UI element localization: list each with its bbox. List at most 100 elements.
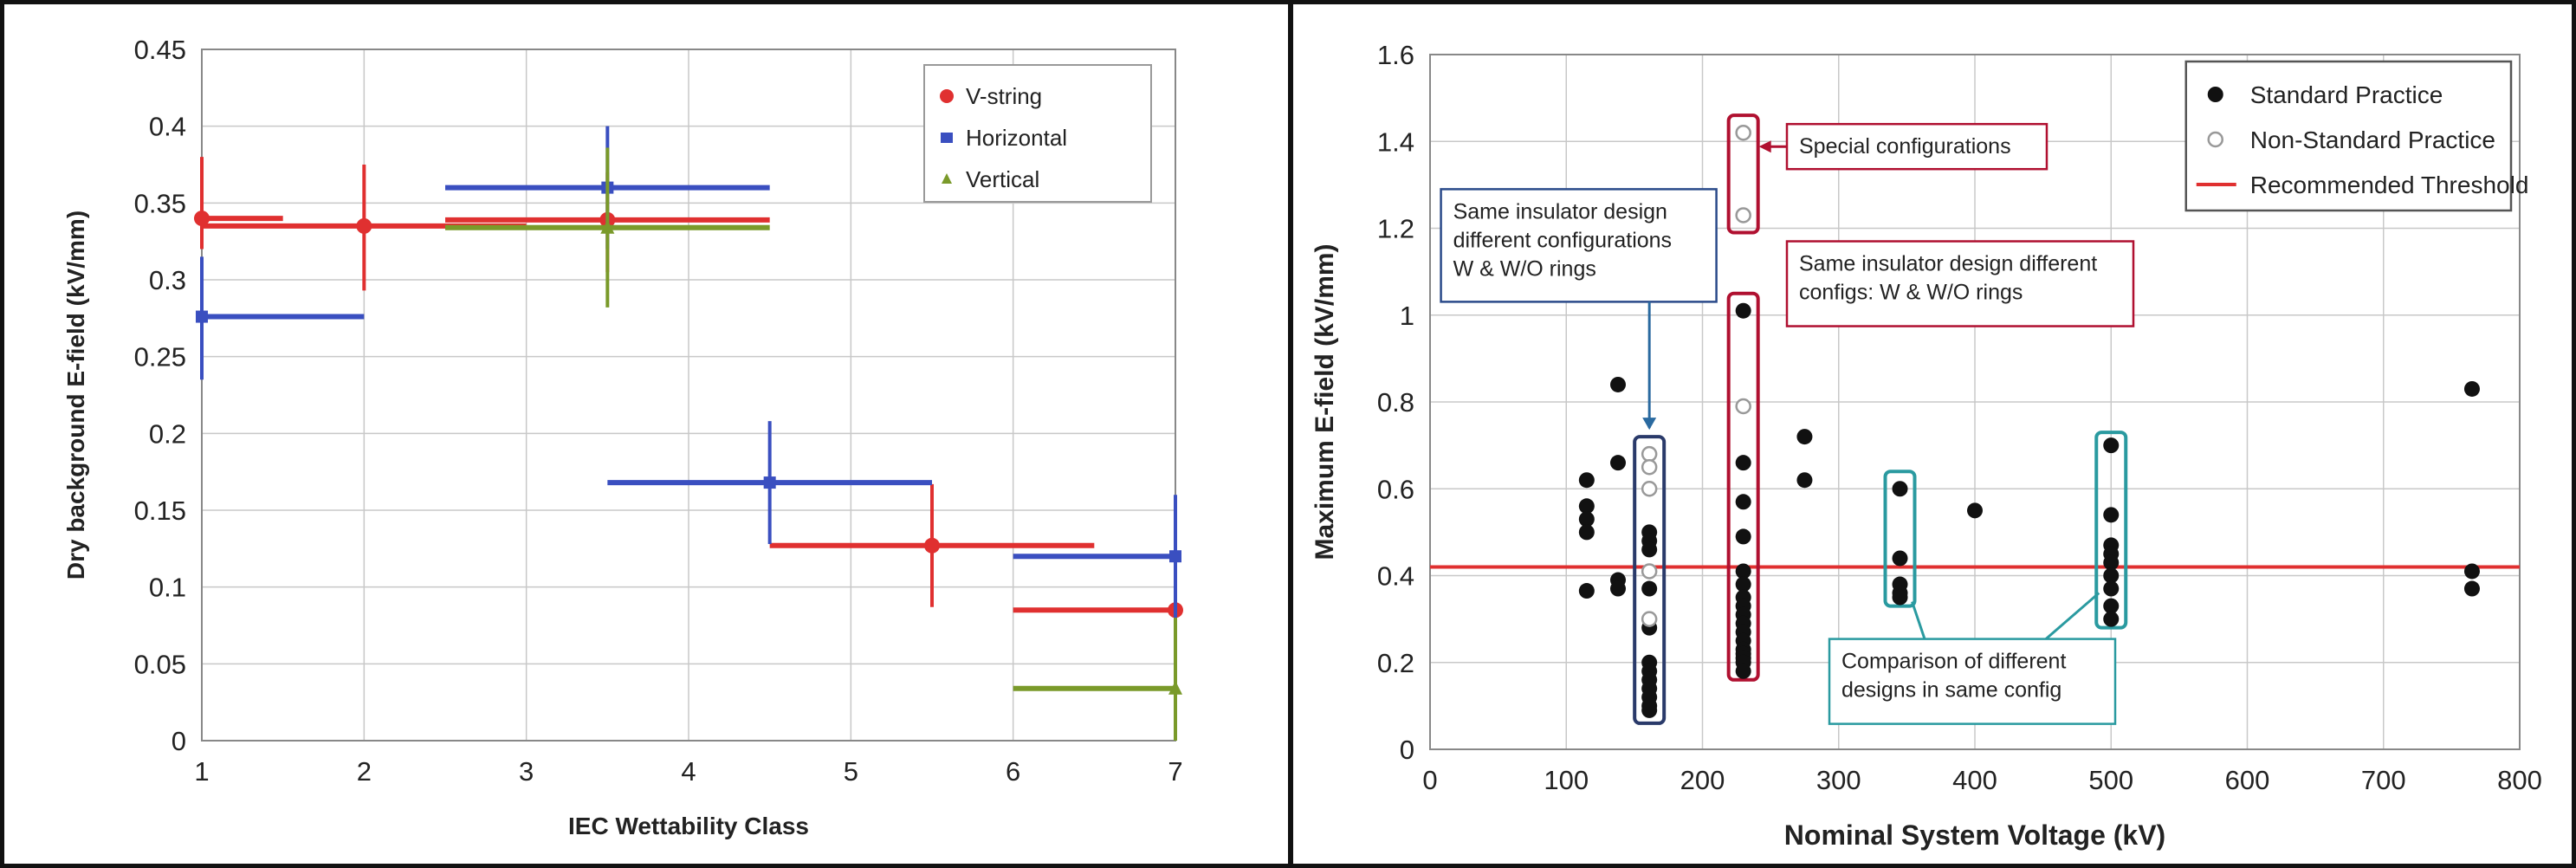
y-tick-label: 0 xyxy=(172,726,186,756)
data-point-non-standard xyxy=(1641,563,1658,580)
plot-frame xyxy=(201,49,1176,742)
data-point-non-standard xyxy=(1641,458,1658,476)
x-tick-label: 700 xyxy=(2361,765,2406,795)
data-point-non-standard xyxy=(1735,124,1751,141)
x-tick-label: 6 xyxy=(1006,756,1020,787)
y-tick-label: 0.35 xyxy=(134,188,186,218)
data-point-standard xyxy=(1735,576,1751,593)
data-point-standard xyxy=(1610,580,1627,597)
data-point-standard xyxy=(1610,455,1627,471)
data-point-standard xyxy=(1892,589,1908,606)
y-tick-label: 0.45 xyxy=(134,35,186,65)
legend-label: Horizontal xyxy=(966,125,1067,151)
callout-box xyxy=(1785,240,2135,327)
legend-label: Vertical xyxy=(966,166,1039,192)
callout-box xyxy=(1828,638,2117,725)
x-tick-label: 5 xyxy=(844,756,858,787)
data-point xyxy=(196,310,208,323)
group-box-345kv xyxy=(1883,470,1917,608)
data-point-standard xyxy=(1735,455,1751,471)
data-point-standard xyxy=(1610,376,1627,392)
callout-box xyxy=(1785,122,2049,171)
y-tick-label: 1.4 xyxy=(1377,126,1414,157)
legend-marker xyxy=(2207,87,2223,102)
wettability-chart: 1 2 3 4 5 6 7 0 0.05 0.1 0.15 0.2 0.25 0.3 0.35 0.4 0.45… xyxy=(62,35,1183,839)
x-axis-label: Nominal System Voltage (kV) xyxy=(1784,819,2165,851)
data-point-standard xyxy=(1892,481,1908,497)
data-point-non-standard xyxy=(1735,398,1751,415)
arrowhead xyxy=(1758,140,1771,153)
data-point-non-standard xyxy=(1641,445,1658,463)
legend-marker xyxy=(941,133,953,143)
callout-text: configs: W & W/O rings xyxy=(1799,281,2023,305)
y-tick-label: 0.6 xyxy=(1377,474,1414,504)
x-tick-label: 1 xyxy=(194,756,209,787)
callout-text: different configurations xyxy=(1453,228,1672,252)
callout-text: Comparison of different xyxy=(1841,650,2066,674)
data-point-standard xyxy=(1641,580,1658,597)
x-tick-label: 500 xyxy=(2088,765,2133,795)
x-tick-label: 800 xyxy=(2497,765,2542,795)
left-chart-panel: 1 2 3 4 5 6 7 0 0.05 0.1 0.15 0.2 0.25 0.3 0.35 0.4 0.45… xyxy=(0,0,1292,868)
group-box-161kv xyxy=(1633,435,1667,725)
data-point xyxy=(1168,680,1182,695)
x-tick-label: 7 xyxy=(1168,756,1182,787)
data-point-standard xyxy=(1641,541,1658,558)
data-point-standard xyxy=(1578,524,1595,541)
data-point-standard xyxy=(1578,498,1595,515)
y-tick-label: 0.4 xyxy=(1377,561,1414,592)
data-point-standard xyxy=(1578,583,1595,599)
y-tick-label: 1.6 xyxy=(1377,40,1414,70)
x-tick-label: 0 xyxy=(1422,765,1437,795)
legend-label: Non-Standard Practice xyxy=(2250,126,2495,153)
group-box-500kv xyxy=(2094,431,2128,630)
legend-label: Recommended Threshold xyxy=(2250,172,2529,198)
data-point-standard xyxy=(2103,554,2120,571)
data-point-standard xyxy=(2103,611,2120,627)
legend-marker xyxy=(940,89,954,103)
y-tick-label: 0.2 xyxy=(149,418,186,449)
data-point xyxy=(1169,550,1181,563)
data-point-standard xyxy=(1735,494,1751,510)
legend-box xyxy=(2184,60,2513,212)
x-tick-label: 2 xyxy=(357,756,372,787)
data-point-standard xyxy=(1578,472,1595,489)
x-tick-label: 200 xyxy=(1680,765,1725,795)
y-tick-label: 0.05 xyxy=(134,649,186,679)
callout-text: Special configurations xyxy=(1799,134,2011,159)
callout-comparison: Comparison of different designs in same c… xyxy=(1828,638,2117,725)
data-point-non-standard xyxy=(1641,611,1658,627)
data-point-standard xyxy=(2103,437,2120,454)
x-axis-label: IEC Wettability Class xyxy=(568,813,809,839)
callout-arrow xyxy=(2045,592,2100,640)
data-point-standard xyxy=(1641,702,1658,718)
data-point-standard xyxy=(2103,598,2120,614)
callout-text: designs in same config xyxy=(1841,678,2061,703)
data-point-standard xyxy=(1967,502,1983,519)
y-tick-label: 0.4 xyxy=(149,112,186,142)
data-point xyxy=(194,211,210,227)
y-tick-label: 0.8 xyxy=(1377,387,1414,418)
data-point-standard xyxy=(2103,580,2120,597)
data-point xyxy=(763,476,776,489)
callout-special: Special configurations xyxy=(1785,122,2049,171)
plot-frame xyxy=(1429,54,2521,750)
data-point-standard xyxy=(1892,550,1908,567)
voltage-chart: 0 100 200 300 400 500 600 700 800 0 0.2 0.4 0.6 0.8 1 1… xyxy=(1311,40,2542,851)
y-axis-label: Dry background E-field (kV/mm) xyxy=(62,211,89,580)
group-box-230kv xyxy=(1726,291,1760,682)
x-tick-label: 400 xyxy=(1952,765,1997,795)
data-point-standard xyxy=(1735,663,1751,679)
legend-marker xyxy=(942,173,952,184)
legend-label: V-string xyxy=(966,83,1042,109)
data-point-standard xyxy=(2463,580,2480,597)
callout-230kv: Same insulator design different configs: … xyxy=(1785,240,2135,327)
y-tick-label: 1 xyxy=(1400,301,1414,331)
callout-161kv: Same insulator design different configura… xyxy=(1440,188,1718,303)
group-box-special xyxy=(1726,113,1760,235)
y-axis-label: Maximum E-field (kV/mm) xyxy=(1311,243,1339,560)
right-chart-panel: 0 100 200 300 400 500 600 700 800 0 0.2 0.4 0.6 0.8 1 1… xyxy=(1289,0,2576,868)
data-point-standard xyxy=(2463,380,2480,397)
data-point xyxy=(924,537,940,554)
arrowhead xyxy=(1642,418,1657,431)
